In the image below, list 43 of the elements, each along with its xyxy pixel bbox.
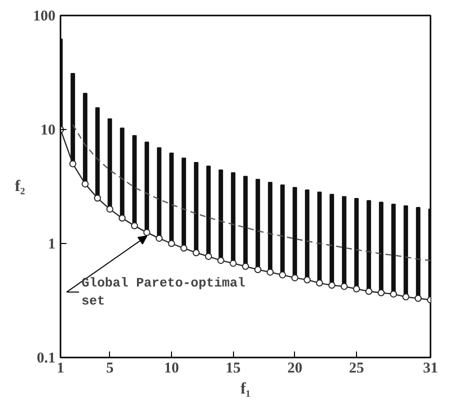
point: [69, 160, 76, 168]
point: [402, 293, 410, 300]
x-tick-label: 15: [226, 360, 241, 376]
x-tick-label: 10: [164, 360, 179, 376]
y-tick-label: 10: [40, 122, 56, 138]
x-tick-label: 25: [349, 360, 364, 376]
point: [156, 234, 163, 242]
annotation: Global Pareto-optimal set: [81, 276, 246, 309]
point: [94, 194, 101, 202]
point: [106, 206, 114, 213]
point: [242, 262, 249, 270]
x-tick-label: 20: [287, 360, 302, 376]
x-tick-label: 31: [423, 360, 438, 376]
point: [414, 294, 422, 302]
point: [291, 274, 298, 282]
point: [180, 244, 188, 252]
point: [192, 249, 200, 256]
point: [340, 282, 348, 290]
point: [217, 256, 224, 264]
y-tick-label: 0.1: [36, 350, 56, 366]
y-tick-label: 100: [33, 8, 56, 24]
y-tick-label: 1: [48, 236, 56, 252]
x-tick-label: 5: [106, 360, 114, 376]
point: [390, 290, 397, 298]
point: [230, 260, 237, 267]
point: [143, 228, 150, 236]
point: [365, 288, 372, 295]
x-axis-title: f₁: [240, 380, 251, 398]
point: [254, 266, 262, 274]
line-series: [72, 124, 430, 262]
point: [131, 222, 138, 230]
point: [328, 282, 336, 289]
y-axis-title: f₂: [14, 178, 26, 195]
point: [118, 214, 126, 222]
point: [82, 180, 89, 188]
point: [304, 276, 311, 284]
point: [378, 289, 385, 296]
point: [353, 285, 360, 292]
point: [279, 271, 286, 278]
point: [266, 268, 274, 276]
point: [316, 280, 323, 287]
point: [168, 240, 175, 247]
point: [205, 252, 212, 260]
